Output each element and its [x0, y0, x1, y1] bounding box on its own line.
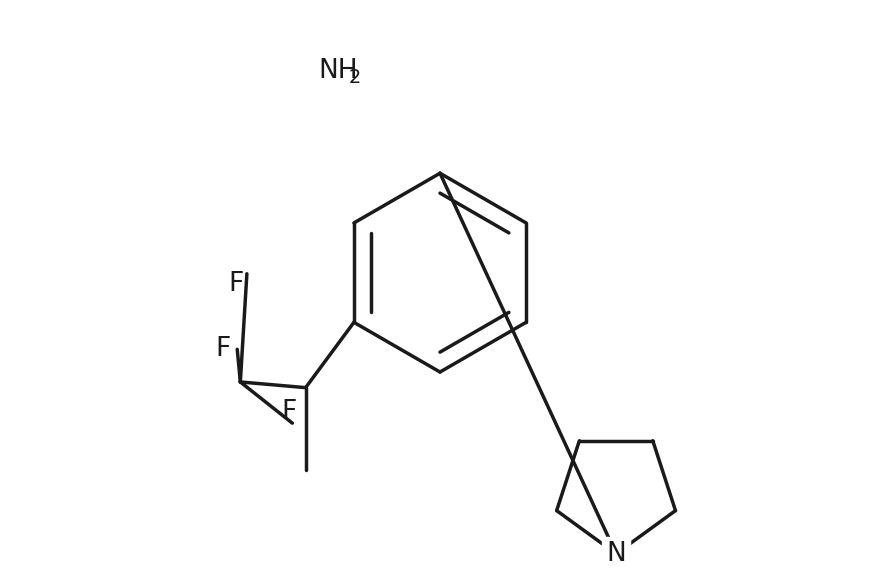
- Text: F: F: [216, 336, 231, 363]
- Text: F: F: [228, 271, 243, 297]
- Text: NH: NH: [318, 58, 357, 84]
- Text: 2: 2: [349, 68, 362, 87]
- Text: F: F: [282, 399, 297, 425]
- Text: N: N: [606, 541, 626, 567]
